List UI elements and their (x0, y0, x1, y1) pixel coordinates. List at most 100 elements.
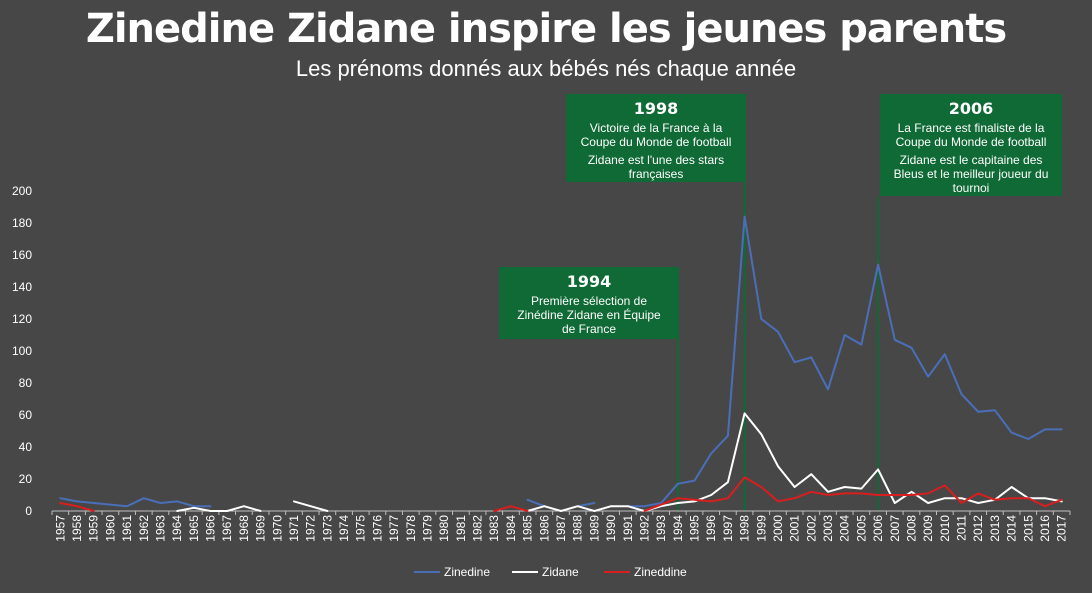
x-tick-label: 1985 (521, 515, 535, 542)
x-tick-label: 1967 (220, 515, 234, 542)
y-tick-label: 200 (12, 184, 32, 198)
annotation-year: 1994 (567, 272, 612, 291)
x-tick-label: 1997 (721, 515, 735, 542)
x-tick-label: 1959 (87, 515, 101, 542)
x-axis: 1957 1958 1959 1960 1961 1962 1963 1964 1965 1966… (51, 510, 1071, 542)
x-tick-label: 1979 (420, 515, 434, 542)
x-tick-label: 1991 (621, 515, 635, 542)
y-axis: 0 20 40 60 80 100 120 140 160 180 200 (12, 184, 32, 518)
legend-label-zinedine: Zinedine (444, 565, 490, 579)
x-tick-label: 2001 (788, 515, 802, 542)
x-tick-label: 1996 (704, 515, 718, 542)
x-tick-label: 1973 (320, 515, 334, 542)
annotation-box-1998 (566, 94, 746, 182)
x-tick-label: 1961 (120, 515, 134, 542)
x-tick-label: 1984 (504, 515, 518, 542)
x-tick-label: 2016 (1038, 515, 1052, 542)
x-tick-label: 2005 (854, 515, 868, 542)
x-tick-label: 2006 (871, 515, 885, 542)
x-tick-label: 1995 (688, 515, 702, 542)
series-line-zinedine (59, 215, 1063, 508)
x-tick-label: 1983 (487, 515, 501, 542)
x-tick-label: 2013 (988, 515, 1002, 542)
x-tick-label: 1962 (137, 515, 151, 542)
x-tick-label: 1999 (754, 515, 768, 542)
x-tick-label: 1987 (554, 515, 568, 542)
chart-title: Zinedine Zidane inspire les jeunes paren… (85, 6, 1007, 52)
annotation-text: Victoire de la France à la (590, 121, 723, 135)
annotation-text: La France est finaliste de la (898, 121, 1045, 135)
x-tick-label: 1960 (103, 515, 117, 542)
x-tick-label: 1976 (370, 515, 384, 542)
x-tick-label: 2000 (771, 515, 785, 542)
x-tick-label: 1993 (654, 515, 668, 542)
x-tick-label: 1989 (587, 515, 601, 542)
x-tick-label: 1965 (187, 515, 201, 542)
annotation-box-1994 (499, 267, 679, 339)
x-tick-label: 1963 (153, 515, 167, 542)
x-tick-label: 1990 (604, 515, 618, 542)
annotation-text: Coupe du Monde de football (581, 135, 732, 149)
x-tick-label: 2012 (971, 515, 985, 542)
y-tick-label: 20 (19, 472, 33, 486)
x-tick-label: 1986 (537, 515, 551, 542)
x-tick-label: 2002 (804, 515, 818, 542)
x-tick-label: 2011 (955, 515, 969, 541)
x-tick-label: 1994 (671, 515, 685, 542)
y-tick-label: 40 (19, 440, 33, 454)
x-tick-label: 2015 (1021, 515, 1035, 542)
x-tick-label: 1972 (304, 515, 318, 542)
x-tick-label: 1964 (170, 515, 184, 542)
annotation-box-2006 (880, 94, 1062, 196)
x-tick-label: 2003 (821, 515, 835, 542)
x-tick-label: 1968 (237, 515, 251, 542)
legend-label-zidane: Zidane (542, 565, 579, 579)
x-tick-label: 1980 (437, 515, 451, 542)
series-lines (59, 215, 1063, 512)
x-tick-label: 1988 (571, 515, 585, 542)
x-tick-label: 1978 (404, 515, 418, 542)
annotation-text: Première sélection de (531, 294, 647, 308)
x-tick-label: 1974 (337, 515, 351, 542)
x-tick-label: 1977 (387, 515, 401, 542)
annotation-text: françaises (629, 167, 684, 181)
annotation-text: Bleus et le meilleur joueur du (894, 167, 1049, 181)
x-tick-label: 1971 (287, 515, 301, 542)
x-tick-label: 1966 (204, 515, 218, 542)
annotation-text: Zidane est l'une des stars (588, 153, 724, 167)
annotation-text: tournoi (953, 181, 990, 195)
annotation-year: 1998 (634, 99, 679, 118)
x-tick-label: 2009 (921, 515, 935, 542)
series-line-zineddine (59, 476, 1063, 512)
annotation-text: Zinédine Zidane en Équipe (517, 307, 661, 322)
legend: Zinedine Zidane Zineddine (414, 565, 687, 579)
x-tick-label: 2007 (888, 515, 902, 542)
annotation-text: de France (562, 322, 616, 336)
chart-subtitle: Les prénoms donnés aux bébés nés chaque … (295, 56, 797, 81)
x-tick-label: 1982 (471, 515, 485, 542)
x-tick-label: 1969 (254, 515, 268, 542)
x-tick-label: 2017 (1055, 515, 1069, 542)
y-tick-label: 0 (25, 504, 32, 518)
y-tick-label: 180 (12, 216, 32, 230)
x-tick-label: 2004 (838, 515, 852, 542)
y-tick-label: 80 (19, 376, 33, 390)
x-tick-label: 1981 (454, 515, 468, 542)
x-tick-label: 1958 (70, 515, 84, 542)
legend-label-zineddine: Zineddine (634, 565, 687, 579)
y-tick-label: 100 (12, 344, 32, 358)
y-tick-label: 120 (12, 312, 32, 326)
y-tick-label: 60 (19, 408, 33, 422)
x-tick-label: 2010 (938, 515, 952, 542)
annotation-text: Coupe du Monde de football (896, 135, 1047, 149)
x-tick-label: 1957 (53, 515, 67, 542)
y-tick-label: 140 (12, 280, 32, 294)
x-tick-label: 1970 (270, 515, 284, 542)
x-tick-label: 2014 (1005, 515, 1019, 542)
x-tick-label: 1998 (738, 515, 752, 542)
series-line-zidane (176, 412, 1063, 512)
x-tick-label: 1975 (354, 515, 368, 542)
x-tick-label: 2008 (904, 515, 918, 542)
